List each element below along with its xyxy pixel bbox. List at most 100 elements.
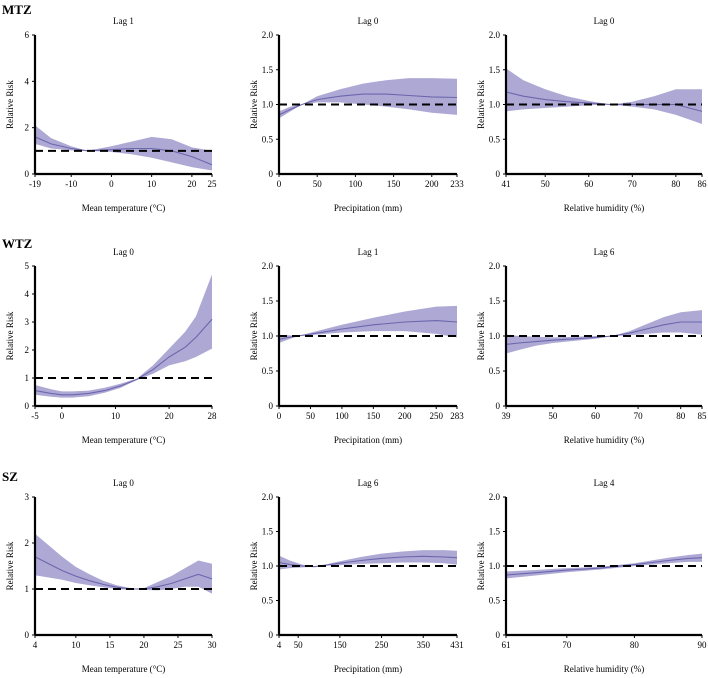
y-tick-label: 3: [25, 317, 30, 327]
x-tick-label: 10: [147, 179, 157, 189]
panel-title: Lag 6: [594, 247, 615, 257]
row-label-sz: SZ: [2, 469, 18, 484]
y-tick-label: 0.5: [489, 366, 501, 376]
x-tick-label: 50: [294, 640, 304, 650]
x-tick-label: 200: [398, 411, 412, 421]
x-tick-label: 70: [562, 640, 572, 650]
y-tick-label: 6: [25, 30, 30, 40]
x-axis-label: Relative humidity (%): [564, 435, 644, 445]
x-tick-label: 50: [541, 179, 551, 189]
x-tick-label: 0: [109, 179, 114, 189]
y-tick-label: 2: [25, 538, 30, 548]
chart-panel: 0 0.5 1.0 1.5 2.0 39 50 60 70 80 85 Lag 6 Relative h…: [476, 247, 707, 445]
y-tick-label: 1.5: [262, 296, 274, 306]
chart-panel: 0 0.5 1.0 1.5 2.0 0 50 100 150 200 233 Lag 0 Precipi…: [249, 16, 464, 213]
x-tick-label: 431: [450, 640, 464, 650]
x-tick-label: 80: [671, 179, 681, 189]
rr-curve: [34, 136, 213, 166]
panel-title: Lag 0: [358, 16, 379, 26]
x-tick-label: 0: [277, 411, 282, 421]
y-tick-label: 1.5: [489, 527, 501, 537]
y-tick-label: 2.0: [262, 492, 274, 502]
x-tick-label: -10: [65, 179, 77, 189]
x-tick-label: 0: [60, 411, 65, 421]
chart-panel: 0 0.5 1.0 1.5 2.0 4 50 150 250 350 431 Lag 6 Precipi…: [249, 478, 464, 674]
y-axis-label: Relative Risk: [5, 541, 15, 590]
y-tick-label: 1.5: [489, 296, 501, 306]
chart-panel: 0 2 4 6 -19 -10 0 10 20 25 Lag 1 Mean temperature (…: [5, 16, 217, 213]
y-axis-label: Relative Risk: [249, 311, 259, 360]
x-axis-label: Relative humidity (%): [564, 664, 644, 674]
x-tick-label: 70: [634, 411, 644, 421]
y-tick-label: 0: [25, 630, 30, 640]
x-tick-label: 20: [139, 640, 149, 650]
y-tick-label: 1.5: [262, 527, 274, 537]
y-tick-label: 2.0: [262, 261, 274, 271]
x-axis-label: Precipitation (mm): [334, 435, 402, 445]
x-tick-label: 70: [628, 179, 638, 189]
x-tick-label: 85: [698, 411, 708, 421]
y-tick-label: 0: [25, 401, 30, 411]
confidence-band: [35, 274, 212, 398]
chart-panel: 0 0.5 1.0 1.5 2.0 0 50 100 150 200 250 283 Lag 1 Prec…: [249, 247, 464, 445]
rr-curve: [278, 93, 458, 116]
y-tick-label: 0.5: [262, 596, 274, 606]
y-tick-label: 0.5: [489, 134, 501, 144]
row-label-mtz: MTZ: [2, 2, 32, 17]
y-axis-label: Relative Risk: [5, 311, 15, 360]
x-axis-label: Precipitation (mm): [334, 664, 402, 674]
panel-title: Lag 4: [594, 478, 615, 488]
y-axis-label: Relative Risk: [249, 80, 259, 129]
y-tick-label: 0: [269, 630, 274, 640]
x-tick-label: 200: [425, 179, 439, 189]
y-tick-label: 1.0: [489, 331, 501, 341]
x-tick-label: 150: [367, 411, 381, 421]
y-tick-label: 1.0: [262, 100, 274, 110]
x-tick-label: 50: [313, 179, 323, 189]
y-tick-label: 1.5: [262, 65, 274, 75]
x-tick-label: 39: [502, 411, 512, 421]
x-axis-label: Relative humidity (%): [564, 203, 644, 213]
x-tick-label: 150: [387, 179, 401, 189]
y-tick-label: 2.0: [262, 30, 274, 40]
x-tick-label: 10: [71, 640, 81, 650]
y-tick-label: 0.5: [489, 596, 501, 606]
y-tick-label: 4: [25, 76, 30, 86]
y-tick-label: 0: [269, 169, 274, 179]
panel-title: Lag 6: [358, 478, 379, 488]
y-tick-label: 0: [25, 169, 30, 179]
row-labels: MTZ WTZ SZ: [2, 2, 33, 484]
panel-title: Lag 1: [113, 16, 134, 26]
y-tick-label: 2: [25, 123, 30, 133]
y-tick-label: 0.5: [262, 134, 274, 144]
chart-panel: 0 0.5 1.0 1.5 2.0 41 50 60 70 80 86 Lag 0 Relative h…: [476, 16, 707, 213]
x-axis-label: Precipitation (mm): [334, 203, 402, 213]
x-tick-label: 20: [187, 179, 197, 189]
y-tick-label: 2.0: [489, 261, 501, 271]
y-tick-label: 5: [25, 261, 30, 271]
x-tick-label: 80: [630, 640, 640, 650]
y-tick-label: 0: [496, 630, 501, 640]
x-tick-label: 25: [173, 640, 183, 650]
x-tick-label: 61: [502, 640, 511, 650]
x-tick-label: 250: [375, 640, 389, 650]
y-axis-label: Relative Risk: [476, 311, 486, 360]
x-axis-label: Mean temperature (°C): [82, 435, 166, 445]
x-tick-label: 100: [335, 411, 349, 421]
x-tick-label: 30: [208, 640, 218, 650]
y-axis-label: Relative Risk: [476, 541, 486, 590]
y-tick-label: 2.0: [489, 30, 501, 40]
x-tick-label: 4: [33, 640, 38, 650]
y-tick-label: 1.5: [489, 65, 501, 75]
x-tick-label: 350: [416, 640, 430, 650]
y-tick-label: 1: [25, 373, 30, 383]
x-tick-label: 283: [450, 411, 464, 421]
y-tick-label: 0: [269, 401, 274, 411]
y-axis-label: Relative Risk: [476, 80, 486, 129]
x-tick-label: 90: [698, 640, 708, 650]
y-tick-label: 0.5: [262, 366, 274, 376]
x-tick-label: 15: [105, 640, 115, 650]
x-tick-label: 25: [208, 179, 218, 189]
x-tick-label: 86: [698, 179, 708, 189]
